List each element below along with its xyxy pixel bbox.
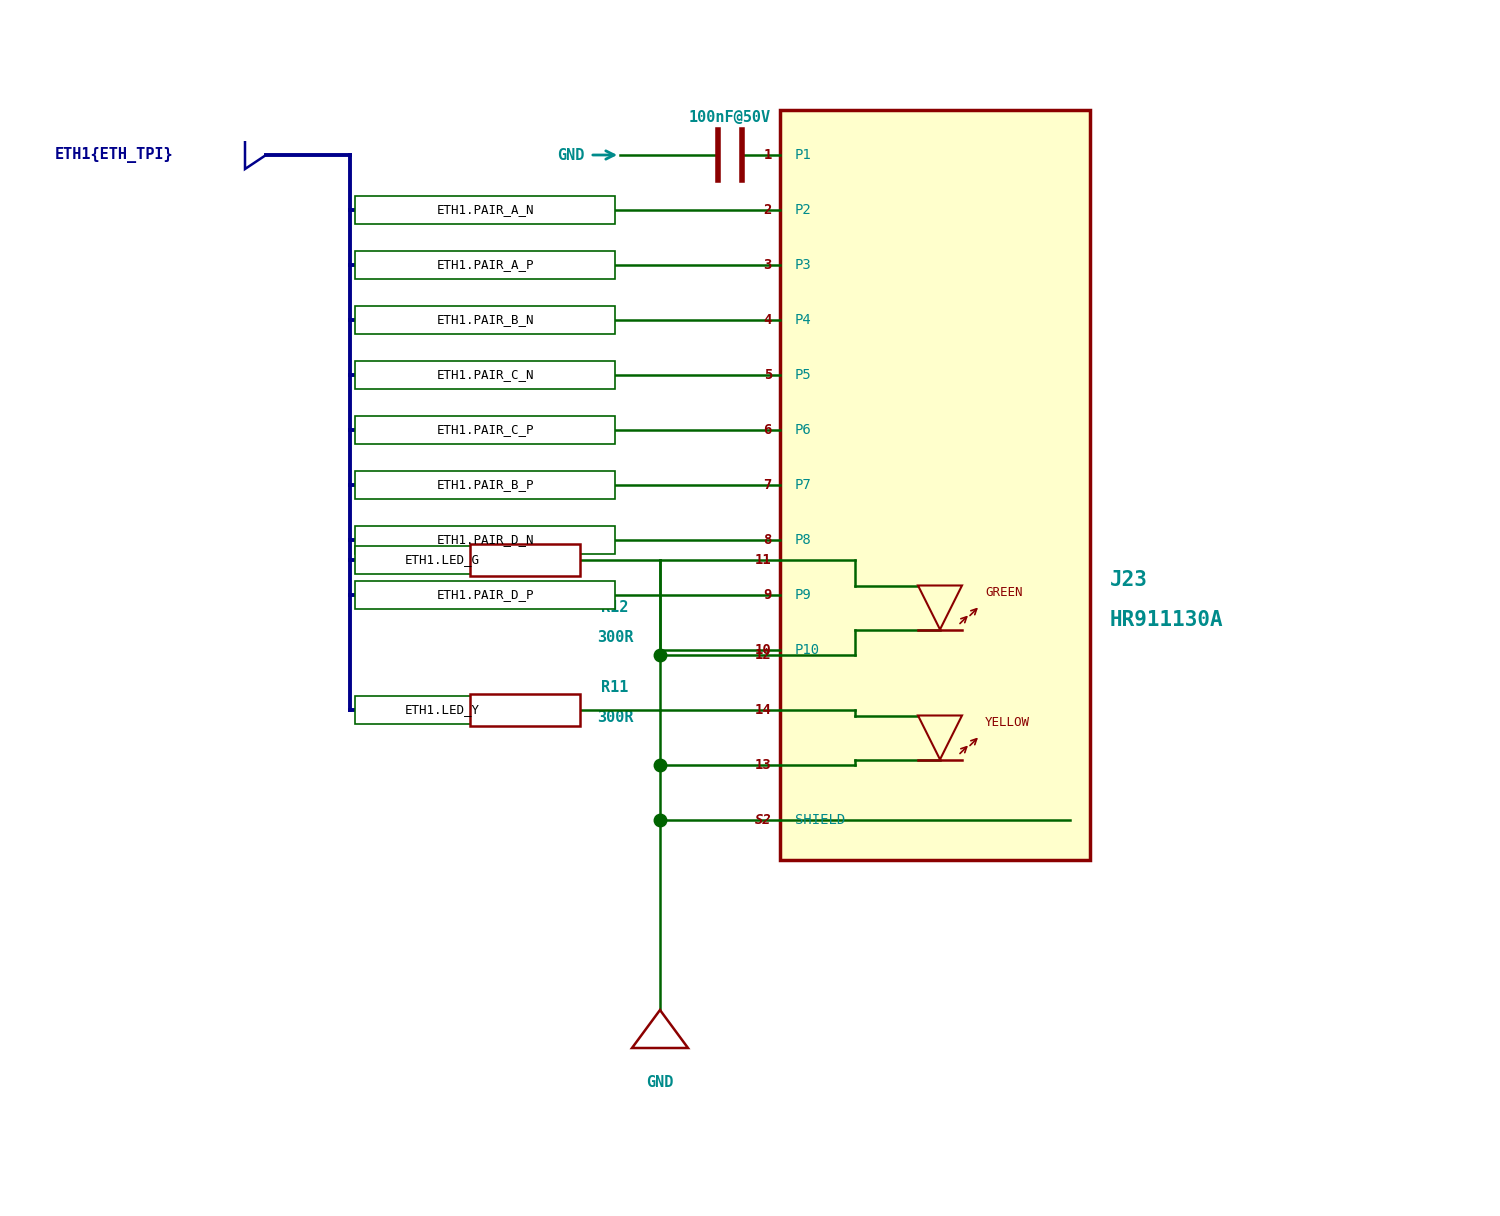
Text: P6: P6 [795,423,812,437]
Bar [356,581,615,609]
Text: SHIELD: SHIELD [795,814,846,827]
Polygon shape [632,1010,688,1048]
Text: 7: 7 [764,478,772,492]
Text: 1: 1 [764,148,772,162]
Text: 9: 9 [764,589,772,602]
Text: GND: GND [646,1075,674,1090]
Text: ETH1.PAIR_A_N: ETH1.PAIR_A_N [436,203,534,216]
Text: YELLOW: YELLOW [986,716,1030,730]
Text: R12: R12 [602,599,628,615]
Bar [356,546,530,574]
Text: 11: 11 [754,553,772,567]
Text: 5: 5 [764,368,772,382]
Text: ETH1.PAIR_C_P: ETH1.PAIR_C_P [436,423,534,437]
Bar [356,696,530,724]
Text: ETH1.PAIR_B_P: ETH1.PAIR_B_P [436,479,534,491]
Text: P7: P7 [795,478,812,492]
Text: ETH1.PAIR_D_P: ETH1.PAIR_D_P [436,589,534,602]
Text: P8: P8 [795,533,812,547]
Text: GND: GND [558,147,585,163]
Text: ETH1.LED_Y: ETH1.LED_Y [405,704,480,716]
Text: P5: P5 [795,368,812,382]
Bar [356,361,615,389]
Text: P10: P10 [795,643,820,657]
Text: 12: 12 [754,648,772,662]
Polygon shape [918,715,962,760]
Text: 6: 6 [764,423,772,437]
Text: 3: 3 [764,258,772,272]
Text: S2: S2 [754,814,772,827]
Bar [470,694,580,726]
Text: 13: 13 [754,758,772,772]
Bar [780,109,1090,860]
Bar [356,416,615,444]
Text: P4: P4 [795,313,812,327]
Text: R11: R11 [602,680,628,696]
Text: ETH1.LED_G: ETH1.LED_G [405,553,480,567]
Text: 10: 10 [754,643,772,657]
Text: P2: P2 [795,203,812,216]
Text: P9: P9 [795,589,812,602]
Bar [356,250,615,278]
Text: 4: 4 [764,313,772,327]
Bar [356,527,615,554]
Text: P1: P1 [795,148,812,162]
Text: ETH1{ETH_TPI}: ETH1{ETH_TPI} [56,147,174,163]
Text: ETH1.PAIR_D_N: ETH1.PAIR_D_N [436,534,534,546]
Bar [356,196,615,224]
Text: J23: J23 [1110,570,1148,590]
Text: 300R: 300R [597,630,633,644]
Text: 300R: 300R [597,710,633,725]
Text: ETH1.PAIR_B_N: ETH1.PAIR_B_N [436,314,534,327]
Bar [356,306,615,334]
Text: GREEN: GREEN [986,586,1023,599]
Text: ETH1.PAIR_A_P: ETH1.PAIR_A_P [436,259,534,271]
Bar [356,471,615,499]
Text: ETH1.PAIR_C_N: ETH1.PAIR_C_N [436,368,534,382]
Bar [470,544,580,576]
Text: 100nF@50V: 100nF@50V [688,109,771,124]
Text: 14: 14 [754,703,772,717]
Text: HR911130A: HR911130A [1110,610,1224,630]
Polygon shape [918,585,962,630]
Text: 2: 2 [764,203,772,216]
Text: 8: 8 [764,533,772,547]
Text: P3: P3 [795,258,812,272]
